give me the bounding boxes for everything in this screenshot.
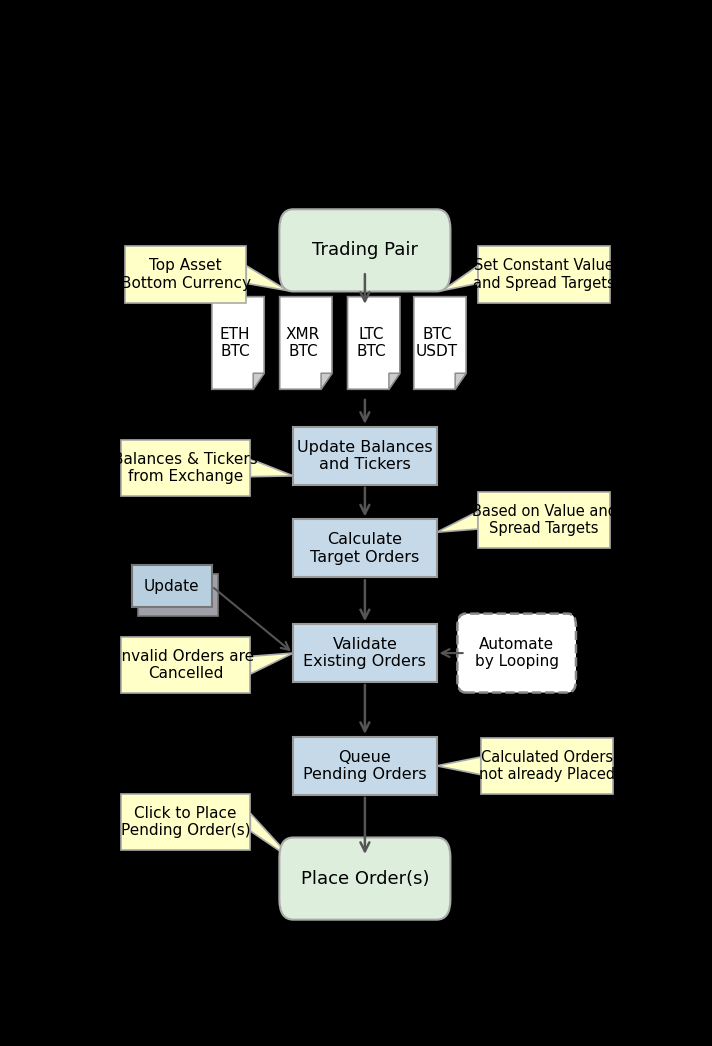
Text: Top Asset
Bottom Currency: Top Asset Bottom Currency [120,258,251,291]
FancyBboxPatch shape [132,565,211,607]
Polygon shape [389,373,400,389]
Polygon shape [211,297,264,389]
Text: Balances & Tickers
from Exchange: Balances & Tickers from Exchange [113,452,258,484]
FancyBboxPatch shape [125,247,246,302]
FancyBboxPatch shape [279,209,451,292]
FancyBboxPatch shape [121,794,251,850]
Polygon shape [321,373,332,389]
Polygon shape [251,814,293,860]
Polygon shape [280,297,332,389]
Polygon shape [246,266,288,291]
FancyBboxPatch shape [121,637,251,693]
Text: Set Constant Value
and Spread Targets: Set Constant Value and Spread Targets [473,258,615,291]
Text: BTC
USDT: BTC USDT [416,326,459,359]
Text: LTC
BTC: LTC BTC [356,326,386,359]
FancyBboxPatch shape [121,439,251,496]
FancyBboxPatch shape [279,838,451,919]
Text: ETH
BTC: ETH BTC [220,326,251,359]
Polygon shape [455,373,466,389]
Polygon shape [251,653,293,674]
Text: Update: Update [144,578,199,594]
Text: Trading Pair: Trading Pair [312,242,418,259]
FancyBboxPatch shape [478,247,610,302]
Polygon shape [251,459,293,477]
Polygon shape [253,373,264,389]
FancyBboxPatch shape [293,624,436,682]
Text: Click to Place
Pending Order(s): Click to Place Pending Order(s) [121,806,251,839]
Polygon shape [414,297,466,389]
Polygon shape [442,266,478,291]
FancyBboxPatch shape [481,737,613,794]
FancyBboxPatch shape [293,427,436,484]
FancyBboxPatch shape [293,736,436,795]
Text: Place Order(s): Place Order(s) [300,869,429,888]
FancyBboxPatch shape [457,614,576,692]
Text: XMR
BTC: XMR BTC [286,326,320,359]
Text: Calculate
Target Orders: Calculate Target Orders [310,532,419,565]
Polygon shape [436,511,478,532]
Text: Automate
by Looping: Automate by Looping [475,637,559,669]
FancyBboxPatch shape [293,520,436,577]
FancyBboxPatch shape [478,492,610,548]
Text: Based on Value and
Spread Targets: Based on Value and Spread Targets [472,504,617,537]
Text: Queue
Pending Orders: Queue Pending Orders [303,750,426,782]
Text: Invalid Orders are
Cancelled: Invalid Orders are Cancelled [117,649,254,681]
Polygon shape [347,297,400,389]
FancyBboxPatch shape [138,574,218,616]
Text: Update Balances
and Tickers: Update Balances and Tickers [297,439,433,472]
Polygon shape [436,757,481,775]
Text: Validate
Existing Orders: Validate Existing Orders [303,637,426,669]
Text: Calculated Orders
not already Placed: Calculated Orders not already Placed [479,750,615,782]
